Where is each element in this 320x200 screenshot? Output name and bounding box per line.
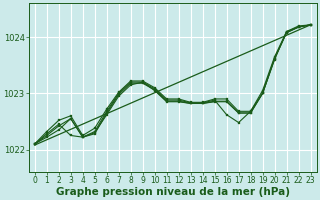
X-axis label: Graphe pression niveau de la mer (hPa): Graphe pression niveau de la mer (hPa) (56, 187, 290, 197)
